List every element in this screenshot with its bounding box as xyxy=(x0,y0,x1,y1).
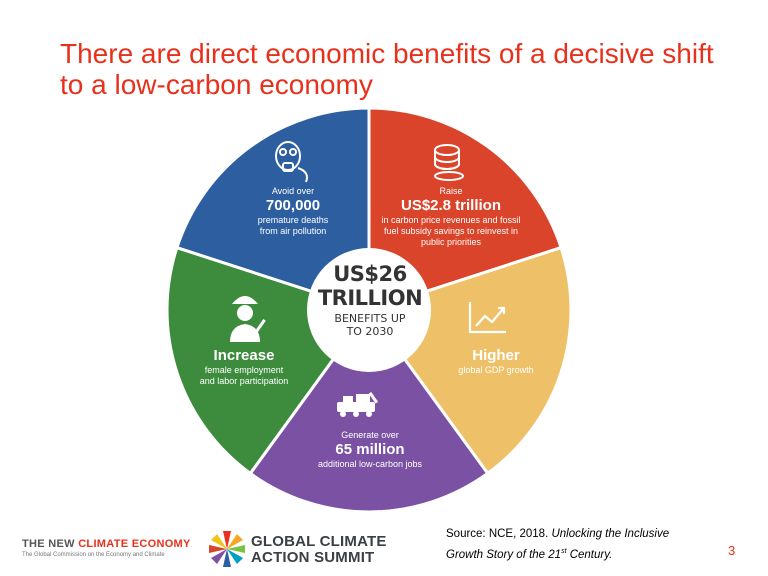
nce-logo-text: THE NEW CLIMATE ECONOMY xyxy=(22,538,191,550)
nce-logo-part-2: CLIMATE ECONOMY xyxy=(78,538,191,550)
gas-mask-icon xyxy=(275,141,308,183)
increase-desc-2: and labor participation xyxy=(199,376,289,386)
avoid-desc-1: premature deaths xyxy=(257,215,329,225)
center-amount-line-1: US$26 xyxy=(333,262,407,286)
train-icon xyxy=(337,391,379,417)
gcas-logo: GLOBAL CLIMATE ACTION SUMMIT xyxy=(205,528,405,570)
center-amount: US$26 TRILLION xyxy=(305,262,435,310)
segment-generate-text: Generate over 65 million additional low-… xyxy=(310,430,430,470)
source-prefix: Source: NCE, 2018. xyxy=(446,528,552,540)
raise-desc-2: fuel subsidy savings to reinvest in xyxy=(383,226,519,236)
higher-figure: Higher xyxy=(472,347,520,364)
gcas-line-2: ACTION SUMMIT xyxy=(251,549,375,566)
generate-figure: 65 million xyxy=(335,441,405,458)
gcas-starburst-icon xyxy=(209,531,245,567)
nce-logo: THE NEW CLIMATE ECONOMY The Global Commi… xyxy=(22,538,191,558)
avoid-desc-2: from air pollution xyxy=(259,226,327,236)
segment-increase-text: Increase female employment and labor par… xyxy=(192,347,296,387)
female-worker-icon xyxy=(230,296,266,342)
generate-desc: additional low-carbon jobs xyxy=(317,459,423,469)
center-amount-line-2: TRILLION xyxy=(317,286,423,310)
gcas-logo-text: GLOBAL CLIMATE ACTION SUMMIT xyxy=(251,534,387,566)
source-superscript: st xyxy=(561,548,567,555)
center-label: BENEFITS UP TO 2030 xyxy=(305,312,435,338)
source-title-2: Growth Story of the 21 xyxy=(446,548,562,561)
gcas-line-1: GLOBAL CLIMATE xyxy=(251,533,387,550)
center-label-line-1: BENEFITS UP xyxy=(334,312,406,325)
rising-chart-icon xyxy=(468,302,506,334)
generate-intro: Generate over xyxy=(341,430,399,440)
segment-raise xyxy=(367,106,563,313)
increase-figure: Increase xyxy=(213,347,275,364)
nce-tagline: The Global Commission on the Economy and… xyxy=(22,552,165,558)
raise-desc-1: in carbon price revenues and fossil xyxy=(381,215,521,225)
segment-avoid xyxy=(175,106,371,313)
source-title-3: Century. xyxy=(566,548,613,561)
raise-intro: Raise xyxy=(439,186,463,196)
avoid-figure: 700,000 xyxy=(265,197,321,214)
source-citation: Source: NCE, 2018. Unlocking the Inclusi… xyxy=(446,526,716,564)
coins-icon xyxy=(434,144,464,181)
raise-figure: US$2.8 trillion xyxy=(400,197,502,214)
segment-avoid-text: Avoid over 700,000 premature deaths from… xyxy=(238,186,348,237)
center-total: US$26 TRILLION BENEFITS UP TO 2030 xyxy=(305,262,435,338)
center-circle xyxy=(307,248,431,372)
source-title-1: Unlocking the Inclusive xyxy=(551,528,670,540)
segment-higher-text: Higher global GDP growth xyxy=(450,347,542,376)
increase-desc-1: female employment xyxy=(204,365,284,375)
higher-desc: global GDP growth xyxy=(458,365,534,375)
raise-desc-3: public priorities xyxy=(420,237,482,247)
page-number: 3 xyxy=(728,543,736,558)
segment-raise-text: Raise US$2.8 trillion in carbon price re… xyxy=(378,186,524,248)
avoid-intro: Avoid over xyxy=(271,186,315,196)
slide-title: There are direct economic benefits of a … xyxy=(60,38,714,100)
nce-logo-part-1: THE NEW xyxy=(22,538,79,550)
center-label-line-2: TO 2030 xyxy=(346,325,394,338)
